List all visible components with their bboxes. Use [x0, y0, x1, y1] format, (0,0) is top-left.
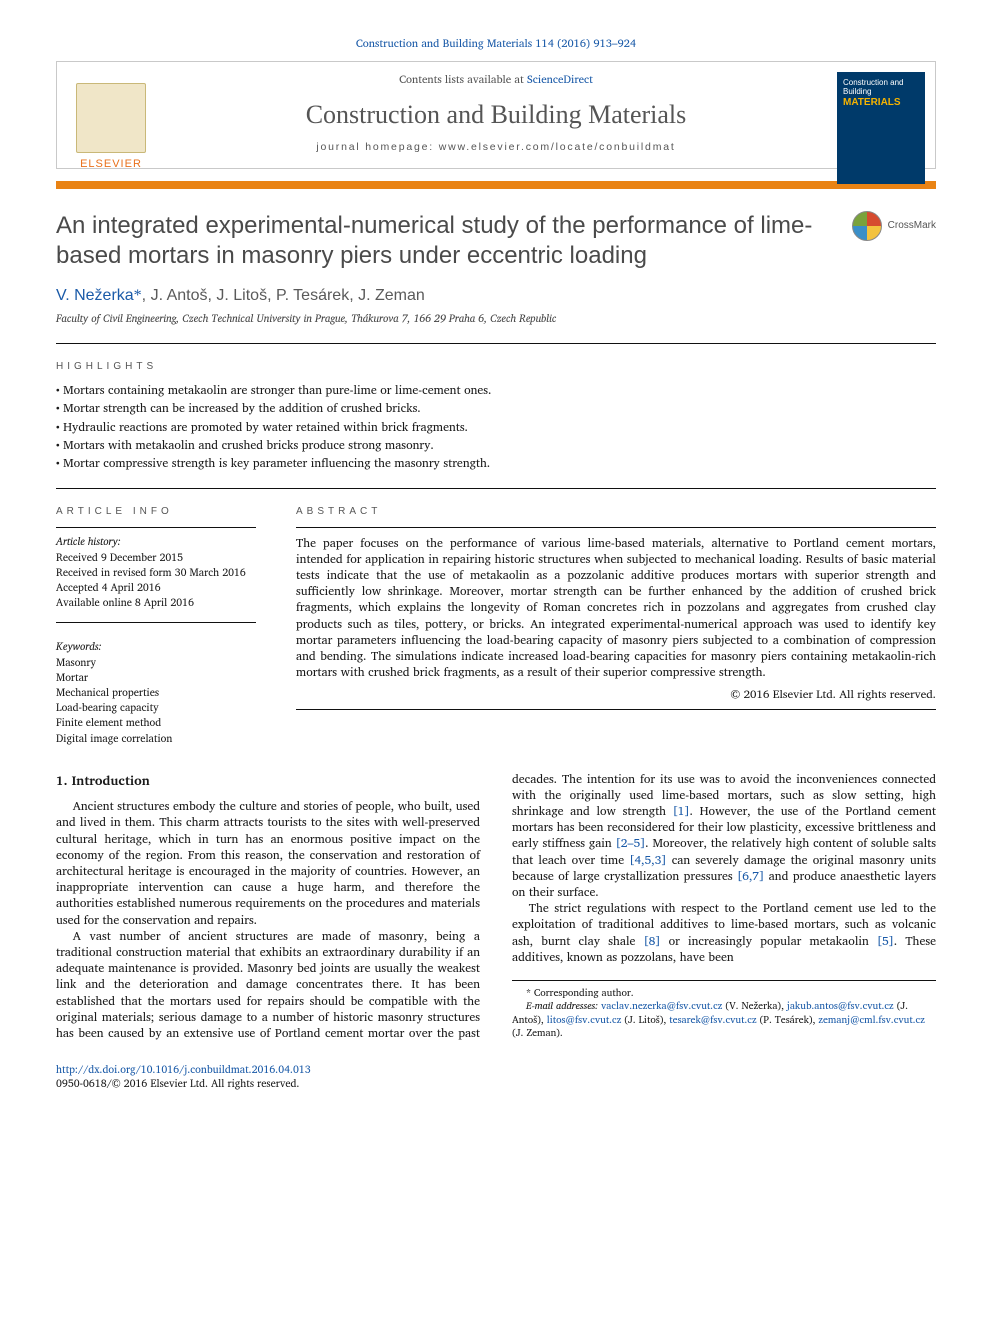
highlight-item: Mortar strength can be increased by the …	[56, 401, 936, 417]
orange-rule	[56, 181, 936, 189]
history-line: Received in revised form 30 March 2016	[56, 565, 256, 579]
history-head: Article history:	[56, 534, 256, 548]
sciencedirect-link[interactable]: ScienceDirect	[527, 70, 593, 88]
email-owner: (P. Tesárek),	[757, 1012, 819, 1028]
history-line: Available online 8 April 2016	[56, 595, 256, 609]
keyword: Mortar	[56, 670, 256, 684]
article-info-head: ARTICLE INFO	[56, 505, 256, 519]
journal-name: Construction and Building Materials	[57, 97, 935, 132]
keyword: Masonry	[56, 655, 256, 669]
email-owner: (J. Zeman).	[512, 1025, 563, 1041]
abstract-text: The paper focuses on the performance of …	[296, 536, 936, 682]
history-line: Accepted 4 April 2016	[56, 580, 256, 594]
highlights-list: Mortars containing metakaolin are strong…	[56, 383, 936, 472]
section-rule	[56, 343, 936, 344]
highlights-head: HIGHLIGHTS	[56, 360, 936, 374]
intro-p3: The strict regulations with respect to t…	[512, 901, 936, 966]
elsevier-wordmark: ELSEVIER	[80, 157, 142, 172]
corresponding-author-link[interactable]: V. Nežerka	[56, 287, 134, 304]
highlight-item: Mortars containing metakaolin are strong…	[56, 383, 936, 399]
history-line: Received 9 December 2015	[56, 550, 256, 564]
issn-copyright: 0950-0618/© 2016 Elsevier Ltd. All right…	[56, 1074, 299, 1092]
keywords-head: Keywords:	[56, 639, 256, 653]
keyword: Finite element method	[56, 715, 256, 729]
corr-star[interactable]: *	[134, 287, 142, 304]
contents-line: Contents lists available at ScienceDirec…	[57, 72, 935, 87]
intro-heading: 1. Introduction	[56, 772, 480, 790]
footer-block: http://dx.doi.org/10.1016/j.conbuildmat.…	[56, 1062, 936, 1090]
keyword: Digital image correlation	[56, 731, 256, 745]
footnotes: * Corresponding author. E-mail addresses…	[512, 980, 936, 1041]
abstract-head: ABSTRACT	[296, 505, 936, 519]
homepage-url[interactable]: www.elsevier.com/locate/conbuildmat	[439, 141, 676, 153]
info-rule	[56, 527, 256, 528]
journal-homepage: journal homepage: www.elsevier.com/locat…	[57, 140, 935, 154]
article-title: An integrated experimental-numerical stu…	[56, 211, 816, 271]
highlight-item: Mortar compressive strength is key param…	[56, 456, 936, 472]
emails-block: E-mail addresses: vaclav.nezerka@fsv.cvu…	[512, 1000, 936, 1041]
affiliation: Faculty of Civil Engineering, Czech Tech…	[56, 311, 936, 325]
keyword: Load-bearing capacity	[56, 700, 256, 714]
abstract-block: ABSTRACT The paper focuses on the perfor…	[296, 499, 936, 746]
highlight-item: Mortars with metakaolin and crushed bric…	[56, 438, 936, 454]
intro-p1: Ancient structures embody the culture an…	[56, 799, 480, 929]
ref-link[interactable]: [5]	[877, 932, 894, 951]
body-columns: 1. Introduction Ancient structures embod…	[56, 772, 936, 1042]
cover-line1: Construction and Building	[843, 78, 919, 97]
elsevier-logo: ELSEVIER	[67, 72, 155, 172]
cover-line2: MATERIALS	[843, 97, 919, 109]
crossmark-icon	[852, 211, 882, 241]
copyright-line: © 2016 Elsevier Ltd. All rights reserved…	[296, 687, 936, 703]
elsevier-tree-icon	[76, 83, 146, 153]
email-link[interactable]: tesarek@fsv.cvut.cz	[669, 1012, 756, 1028]
highlight-item: Hydraulic reactions are promoted by wate…	[56, 420, 936, 436]
info-rule	[56, 622, 256, 623]
journal-reference: Construction and Building Materials 114 …	[56, 36, 936, 51]
journal-header: ELSEVIER Construction and Building MATER…	[56, 61, 936, 169]
info-rule	[296, 709, 936, 710]
email-owner: (J. Litoš),	[621, 1012, 669, 1028]
article-info-block: ARTICLE INFO Article history: Received 9…	[56, 499, 256, 746]
section-rule	[56, 488, 936, 489]
keyword: Mechanical properties	[56, 685, 256, 699]
info-rule	[296, 527, 936, 528]
author-list: V. Nežerka*, J. Antoš, J. Litoš, P. Tesá…	[56, 285, 936, 307]
email-link[interactable]: zemanj@cml.fsv.cvut.cz	[818, 1012, 924, 1028]
crossmark-label: CrossMark	[888, 219, 936, 233]
journal-cover-thumb: Construction and Building MATERIALS	[837, 72, 925, 184]
crossmark-badge[interactable]: CrossMark	[852, 211, 936, 241]
other-authors: , J. Antoš, J. Litoš, P. Tesárek, J. Zem…	[142, 287, 425, 304]
ref-link[interactable]: [6,7]	[737, 867, 764, 886]
